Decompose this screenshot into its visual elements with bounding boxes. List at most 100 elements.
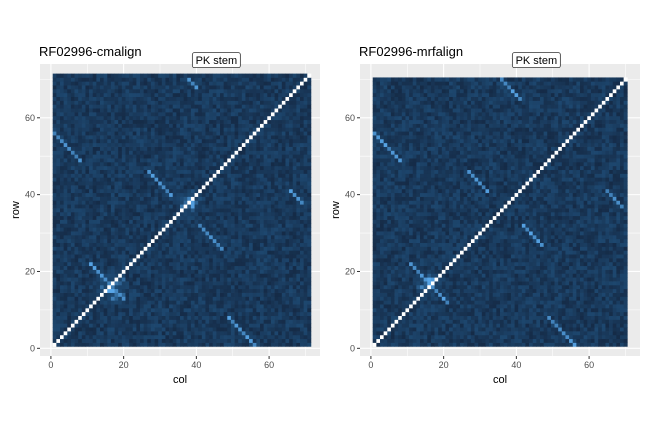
heatmap-cell [249, 308, 253, 312]
heatmap-cell [238, 181, 242, 185]
heatmap-cell [275, 231, 279, 235]
heatmap-cell [64, 174, 68, 178]
heatmap-cell [249, 216, 253, 220]
heatmap-cell [100, 120, 104, 124]
heatmap-cell [227, 150, 231, 154]
heatmap-cell [53, 74, 57, 78]
heatmap-cell [245, 262, 249, 266]
heatmap-cell [285, 308, 289, 312]
heatmap-cell [238, 174, 242, 178]
heatmap-cell [202, 177, 206, 181]
heatmap-cell [213, 293, 217, 297]
heatmap-cell [304, 166, 308, 170]
heatmap-cell [129, 162, 133, 166]
heatmap-cell [293, 89, 297, 93]
heatmap-cell [136, 189, 140, 193]
heatmap-cell [235, 316, 239, 320]
heatmap-cell [60, 181, 64, 185]
heatmap-cell [111, 273, 115, 277]
heatmap-cell [249, 197, 253, 201]
heatmap-cell [173, 174, 177, 178]
heatmap-cell [264, 101, 268, 105]
heatmap-cell [249, 120, 253, 124]
heatmap-cell [224, 93, 228, 97]
heatmap-cell [231, 147, 235, 151]
heatmap-cell [202, 135, 206, 139]
heatmap-cell [195, 308, 199, 312]
heatmap-cell [224, 320, 228, 324]
heatmap-cell [267, 139, 271, 143]
heatmap-cell [278, 296, 282, 300]
heatmap-cell [245, 139, 249, 143]
heatmap-cell [96, 227, 100, 231]
heatmap-cell [296, 323, 300, 327]
heatmap-cell [224, 104, 228, 108]
heatmap-cell [253, 331, 257, 335]
heatmap-cell [115, 258, 119, 262]
heatmap-cell [184, 320, 188, 324]
heatmap-cell [227, 223, 231, 227]
heatmap-cell [209, 170, 213, 174]
heatmap-cell [242, 108, 246, 112]
heatmap-cell [205, 193, 209, 197]
heatmap-cell [122, 227, 126, 231]
heatmap-cell [60, 231, 64, 235]
heatmap-cell [187, 227, 191, 231]
heatmap-cell [264, 135, 268, 139]
heatmap-cell [64, 223, 68, 227]
heatmap-cell [140, 154, 144, 158]
heatmap-cell [158, 97, 162, 101]
heatmap-cell [96, 254, 100, 258]
heatmap-cell [125, 323, 129, 327]
heatmap-cell [96, 193, 100, 197]
heatmap-cell [278, 220, 282, 224]
heatmap-cell [151, 170, 155, 174]
heatmap-cell [300, 266, 304, 270]
heatmap-cell [293, 143, 297, 147]
heatmap-cell [71, 177, 75, 181]
heatmap-cell [155, 335, 159, 339]
heatmap-cell [198, 262, 202, 266]
heatmap-cell [271, 158, 275, 162]
heatmap-cell [122, 220, 126, 224]
heatmap-cell [289, 216, 293, 220]
heatmap-cell [147, 193, 151, 197]
heatmap-cell [64, 154, 68, 158]
heatmap-cell [144, 258, 148, 262]
heatmap-cell [264, 208, 268, 212]
heatmap-cell [249, 320, 253, 324]
heatmap-cell [253, 296, 257, 300]
heatmap-cell [93, 193, 97, 197]
heatmap-cell [264, 127, 268, 131]
heatmap-cell [275, 300, 279, 304]
heatmap-cell [198, 177, 202, 181]
heatmap-cell [198, 147, 202, 151]
heatmap-cell [64, 112, 68, 116]
heatmap-cell [151, 193, 155, 197]
heatmap-cell [216, 147, 220, 151]
heatmap-cell [256, 97, 260, 101]
heatmap-cell [198, 231, 202, 235]
heatmap-cell [56, 108, 60, 112]
heatmap-cell [260, 127, 264, 131]
heatmap-cell [231, 308, 235, 312]
heatmap-cell [129, 331, 133, 335]
heatmap-cell [180, 81, 184, 85]
heatmap-cell [198, 343, 202, 347]
heatmap-cell [151, 208, 155, 212]
heatmap-cell [155, 150, 159, 154]
heatmap-cell [169, 312, 173, 316]
heatmap-cell [173, 200, 177, 204]
heatmap-cell [67, 239, 71, 243]
heatmap-cell [104, 304, 108, 308]
heatmap-cell [71, 135, 75, 139]
heatmap-cell [64, 212, 68, 216]
heatmap-cell [85, 170, 89, 174]
heatmap-cell [155, 339, 159, 343]
heatmap-cell [300, 89, 304, 93]
heatmap-cell [224, 127, 228, 131]
heatmap-cell [267, 181, 271, 185]
heatmap-cell [293, 154, 297, 158]
heatmap-cell [67, 177, 71, 181]
heatmap-cell [53, 189, 57, 193]
